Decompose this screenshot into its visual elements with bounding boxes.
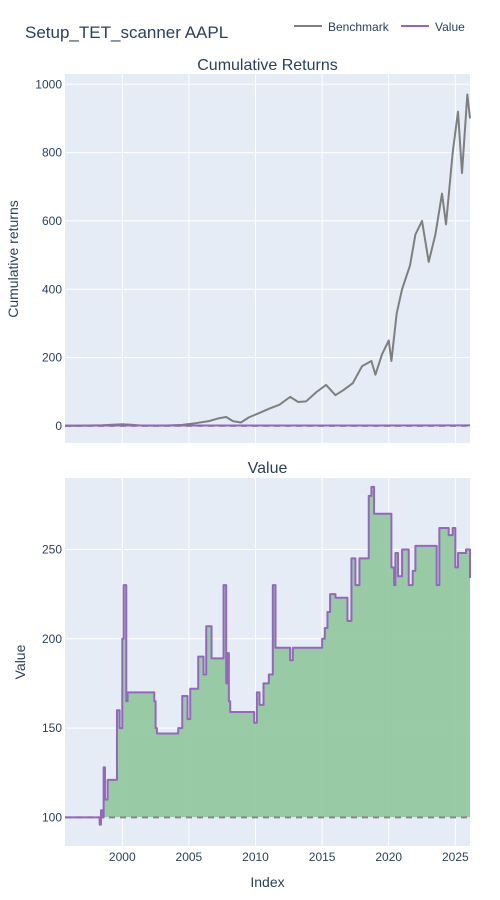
x-tick-label-value: 2020: [375, 850, 402, 864]
subplot-title-value: Value: [248, 460, 288, 477]
y-tick-label-cumulative-returns: 0: [55, 419, 62, 433]
legend-label-value[interactable]: Value: [435, 20, 465, 34]
y-tick-label-cumulative-returns: 200: [42, 351, 62, 365]
x-axis-title-index: Index: [250, 874, 284, 890]
series-line-value-value[interactable]: [65, 485, 471, 826]
x-tick-label-value: 2005: [176, 850, 203, 864]
y-tick-label-value: 150: [42, 721, 62, 735]
plot-area-cumulative-returns[interactable]: 0 200 400 600 800 1000: [35, 74, 471, 443]
subplot-title-cumulative-returns: Cumulative Returns: [197, 57, 338, 74]
x-tick-label-value: 2000: [109, 850, 136, 864]
legend[interactable]: Benchmark Value: [294, 20, 465, 34]
y-tick-label-cumulative-returns: 600: [42, 214, 62, 228]
legend-label-benchmark[interactable]: Benchmark: [328, 20, 390, 34]
y-tick-label-value: 200: [42, 632, 62, 646]
plot-area-value[interactable]: 100 150 200 250 2000 2005 2010 2015 2020 2025: [42, 478, 471, 864]
x-tick-label-value: 2010: [242, 850, 269, 864]
x-tick-label-value: 2015: [309, 850, 336, 864]
y-tick-label-value: 100: [42, 810, 62, 824]
y-tick-label-cumulative-returns: 1000: [35, 77, 62, 91]
y-axis-title-cumulative-returns: Cumulative returns: [5, 200, 21, 318]
plot-background-cumulative-returns: [65, 74, 470, 443]
y-tick-label-cumulative-returns: 400: [42, 282, 62, 296]
x-tick-label-value: 2025: [442, 850, 469, 864]
figure-title: Setup_TET_scanner AAPL: [25, 23, 228, 42]
y-tick-label-cumulative-returns: 800: [42, 146, 62, 160]
y-axis-title-value: Value: [12, 644, 28, 679]
y-tick-label-value: 250: [42, 542, 62, 556]
area-fill-value: [65, 486, 470, 825]
series-line-benchmark-cumulative-returns[interactable]: [64, 93, 471, 427]
